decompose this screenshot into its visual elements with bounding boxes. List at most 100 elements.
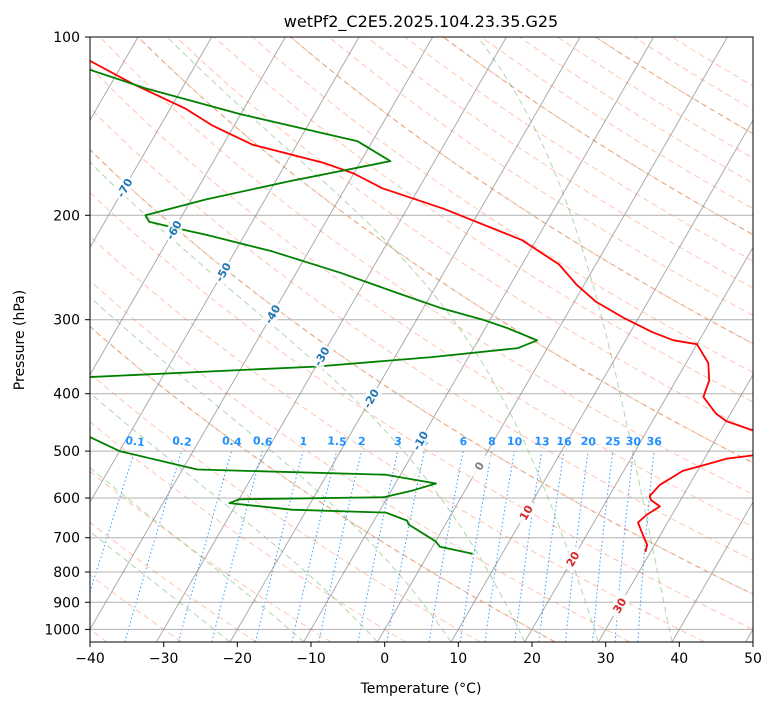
isotherm-line xyxy=(90,37,213,249)
x-tick-label: −30 xyxy=(149,651,179,667)
y-tick-label: 1000 xyxy=(44,622,80,638)
isotherm-label: -90 xyxy=(16,92,37,116)
dry-adiabat xyxy=(519,37,753,184)
theta-curve xyxy=(442,37,753,236)
dry-adiabat xyxy=(213,37,753,403)
mixing-ratio-label: 30 xyxy=(626,435,642,449)
isotherm-label-bg xyxy=(560,545,585,573)
mixing-ratio-line xyxy=(255,450,304,642)
x-tick-label: 40 xyxy=(670,651,688,667)
isotherm-line xyxy=(450,119,753,642)
x-tick-label: −40 xyxy=(75,651,105,667)
dry-adiabat xyxy=(442,37,753,236)
dry-adiabat xyxy=(90,574,182,642)
x-tick-label: 20 xyxy=(523,651,541,667)
dry-adiabat xyxy=(90,191,753,630)
moist-adiabat xyxy=(90,392,378,642)
isotherm-line xyxy=(597,373,753,642)
isotherm-label: -80 xyxy=(65,134,86,158)
mixing-ratio-label: 36 xyxy=(646,435,662,449)
moist-adiabat xyxy=(90,296,452,642)
dry-adiabat xyxy=(90,149,753,595)
mixing-ratio-label: 6 xyxy=(459,435,468,449)
isotherm-label-bg xyxy=(358,384,384,413)
y-tick-label: 400 xyxy=(53,387,80,403)
temperature-line xyxy=(90,59,753,553)
mixing-ratio-line xyxy=(538,451,565,642)
mixing-ratio-label: 25 xyxy=(605,435,621,449)
isotherm-line xyxy=(229,37,581,642)
isotherm-label-bg xyxy=(63,132,87,160)
isotherm-line xyxy=(90,37,286,376)
dry-adiabat xyxy=(90,107,753,561)
dry-adiabat xyxy=(90,470,332,642)
mixing-ratio-line xyxy=(484,451,515,642)
dry-adiabat xyxy=(99,37,753,496)
isotherm-label-bg xyxy=(161,216,186,244)
y-tick-label: 700 xyxy=(53,531,80,547)
y-tick-label: 200 xyxy=(53,208,80,224)
mixing-ratio-label: 10 xyxy=(507,435,523,449)
dry-adiabat xyxy=(252,37,753,373)
series-lines xyxy=(90,59,753,555)
isotherm-label-bg xyxy=(467,452,492,480)
mixing-ratio-label: 16 xyxy=(556,435,572,449)
dry-adiabat xyxy=(90,372,481,642)
y-tick-label: 800 xyxy=(53,565,80,581)
isotherm-label-bg xyxy=(112,174,137,202)
mixing-ratio-label: 1.5 xyxy=(327,434,348,449)
isotherm-line xyxy=(90,37,434,631)
dry-adiabat xyxy=(90,521,257,642)
isotherm-label-bg xyxy=(14,90,38,118)
isotherm-line xyxy=(524,246,753,642)
mixing-ratio-label: 8 xyxy=(488,435,496,448)
y-axis: 100 200 300 400 500 600 700 800 900 1000 xyxy=(44,30,90,638)
dry-adiabat xyxy=(137,37,753,464)
isotherm-label-bg xyxy=(513,498,539,527)
mixing-ratio-label: 1 xyxy=(299,435,308,449)
mixing-ratio-line xyxy=(178,450,232,642)
x-tick-label: 30 xyxy=(597,651,615,667)
mixing-ratio-line xyxy=(318,450,362,642)
isotherm-label-bg xyxy=(309,342,334,371)
isotherm-line xyxy=(376,37,728,642)
dry-adiabat xyxy=(328,37,753,317)
moist-adiabat xyxy=(90,161,526,642)
mixing-ratio-line xyxy=(592,451,614,642)
isopleth-labels: 0.10.20.40.611.52346810131620253036-100-… xyxy=(14,90,679,642)
grid-lines xyxy=(90,37,753,630)
x-tick-label: −10 xyxy=(296,651,326,667)
dry-adiabat xyxy=(175,37,753,433)
isotherm-label-bg xyxy=(408,426,433,455)
plot-frame xyxy=(89,36,754,643)
y-tick-label: 100 xyxy=(53,30,80,46)
theta-curve xyxy=(90,148,753,595)
background-lines xyxy=(90,37,753,642)
dry-adiabat xyxy=(366,37,753,289)
y-axis-label: Pressure (hPa) xyxy=(12,290,28,390)
mixing-ratio-line xyxy=(124,450,183,642)
dewpoint-line xyxy=(90,68,539,555)
mixing-ratio-label: 0.1 xyxy=(125,434,146,449)
dry-adiabat xyxy=(90,235,705,642)
dry-adiabat xyxy=(633,37,753,111)
x-axis-label: Temperature (°C) xyxy=(360,681,482,697)
moist-adiabat xyxy=(166,37,599,642)
dry-adiabat xyxy=(90,66,753,528)
mixing-ratio-label: 2 xyxy=(357,435,366,449)
y-tick-label: 300 xyxy=(53,313,80,329)
moist-adiabat xyxy=(477,37,673,642)
mixing-ratio-line xyxy=(637,451,655,642)
mixing-ratio-label: 0.4 xyxy=(222,434,243,449)
x-tick-label: 10 xyxy=(449,651,467,667)
mixing-ratio-label: 13 xyxy=(534,435,550,449)
dry-adiabat xyxy=(480,37,753,210)
theta-curve xyxy=(90,325,556,642)
isotherm-line xyxy=(303,37,655,642)
isotherm-lines xyxy=(90,37,753,642)
y-tick-label: 600 xyxy=(53,491,80,507)
mixing-ratio-line xyxy=(514,451,543,642)
isotherm-line xyxy=(155,37,507,642)
dry-adiabat xyxy=(90,325,556,642)
